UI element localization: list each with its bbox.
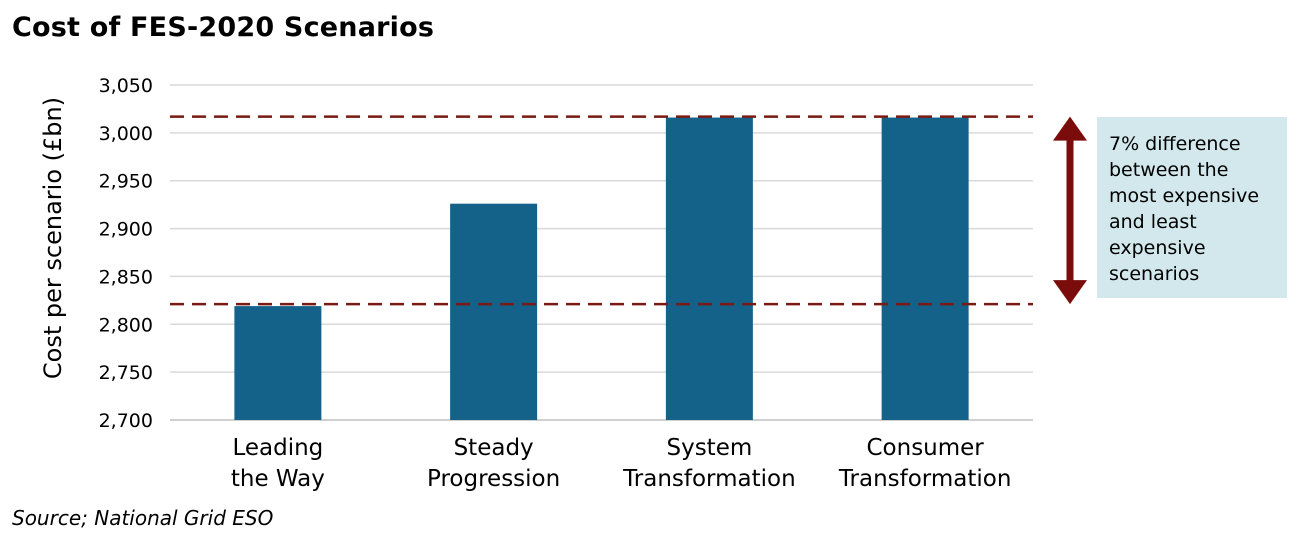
annotation-line: expensive [1109, 237, 1206, 259]
y-tick-label: 2,900 [99, 219, 153, 241]
difference-arrow-head-up [1053, 116, 1087, 141]
x-tick-label: Transformation [622, 466, 796, 492]
x-tick-label: System [666, 435, 752, 461]
x-tick-label: Steady [454, 435, 534, 461]
x-tick-label: Transformation [838, 466, 1012, 492]
y-tick-label: 2,950 [99, 171, 153, 193]
x-tick-label: the Way [231, 466, 325, 492]
y-tick-label: 2,750 [99, 362, 153, 384]
bar [450, 203, 538, 420]
x-tick-label: Consumer [866, 435, 984, 461]
bar [234, 306, 322, 420]
annotation-line: scenarios [1109, 263, 1200, 285]
chart-title: Cost of FES-2020 Scenarios [12, 12, 435, 43]
x-tick-label: Progression [427, 466, 560, 492]
bar [881, 117, 969, 421]
y-tick-label: 3,050 [99, 75, 153, 97]
y-tick-label: 2,850 [99, 266, 153, 288]
y-tick-label: 3,000 [99, 123, 153, 145]
annotation-line: 7% difference [1109, 133, 1241, 155]
bar [665, 117, 753, 421]
difference-arrow-head-down [1053, 280, 1087, 305]
difference-annotation: 7% difference between the most expensive… [1097, 117, 1287, 298]
annotation-line: between the [1109, 159, 1229, 181]
annotation-line: and least [1109, 211, 1197, 233]
y-tick-label: 2,800 [99, 314, 153, 336]
source-note: Source; National Grid ESO [12, 506, 274, 530]
x-tick-label: Leading [232, 435, 323, 461]
annotation-line: most expensive [1109, 185, 1260, 207]
y-tick-label: 2,700 [99, 410, 153, 432]
